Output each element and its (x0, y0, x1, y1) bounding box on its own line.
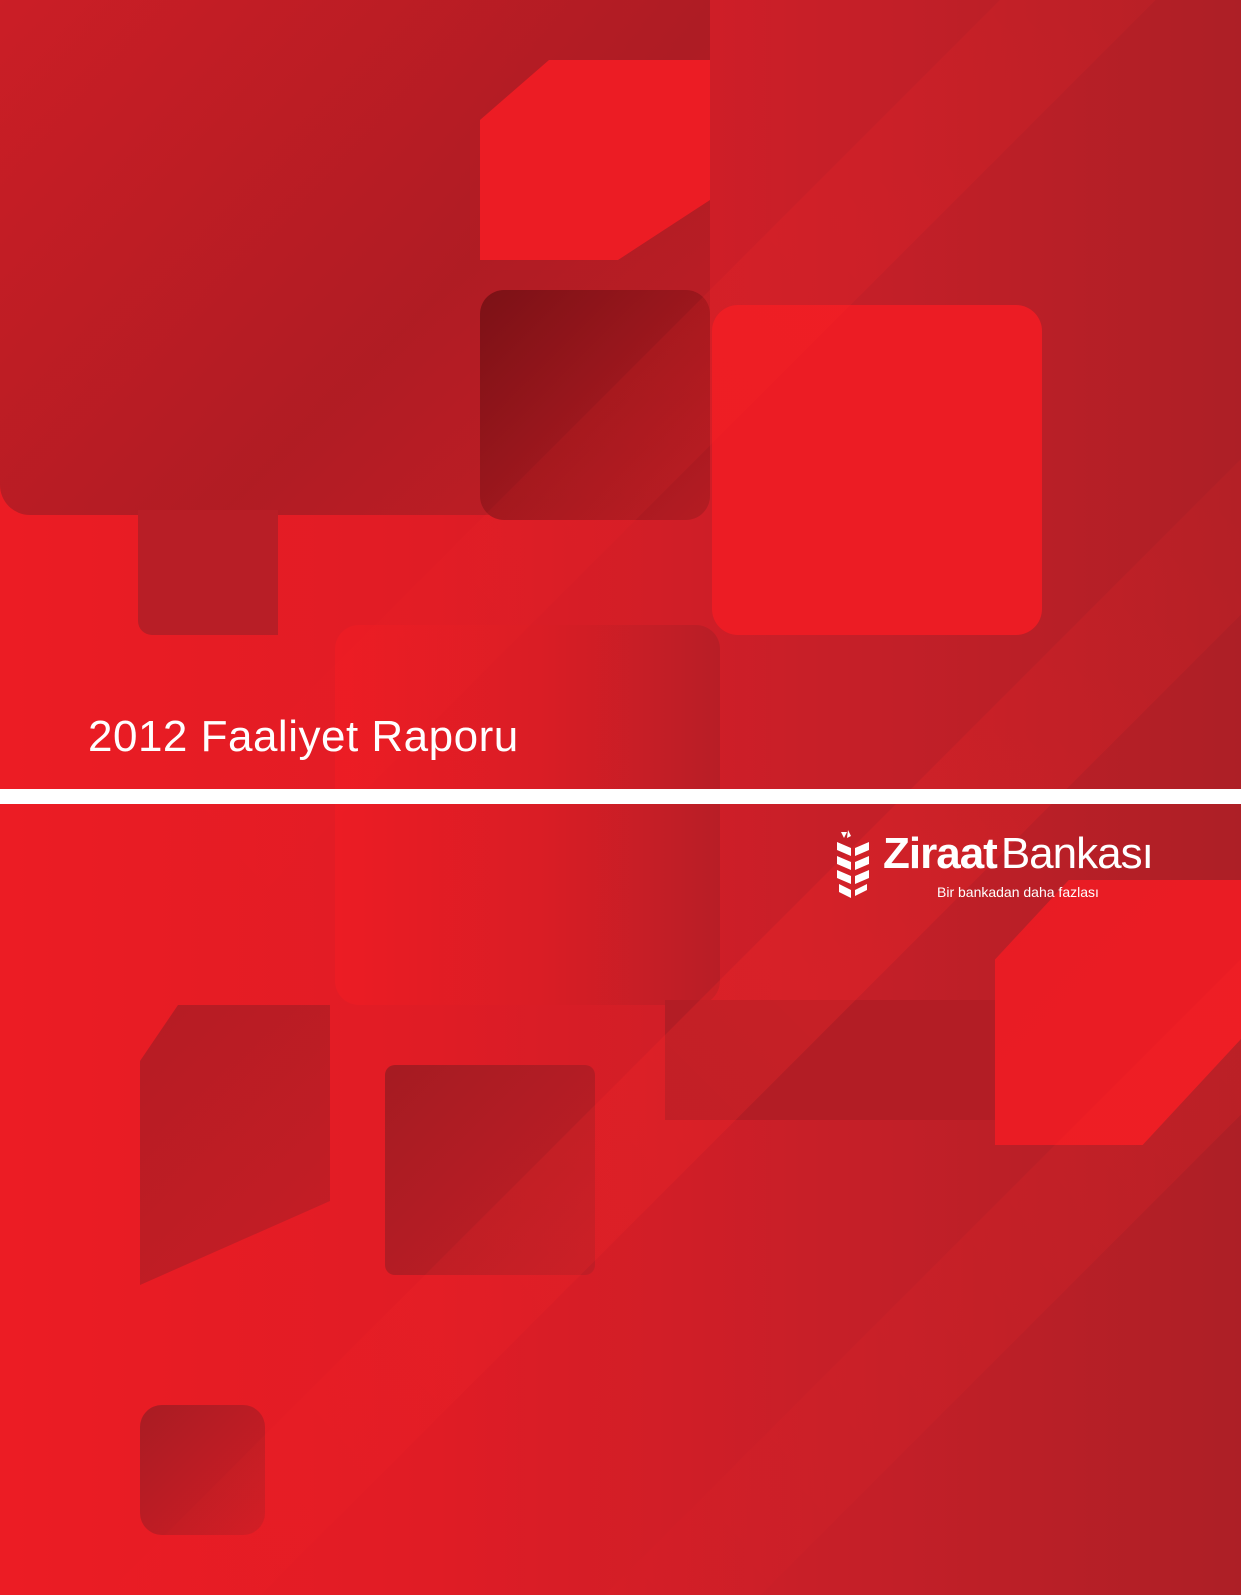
background-shape (138, 510, 278, 635)
bank-name: ZiraatBankası (883, 828, 1154, 880)
bank-name-light: Bankası (1000, 829, 1154, 878)
white-divider-band (0, 789, 1241, 804)
background-shape (140, 1405, 265, 1535)
report-title: 2012 Faaliyet Raporu (88, 712, 519, 761)
background-shape (712, 305, 1042, 635)
wheat-ear-icon (837, 830, 869, 898)
background-shape (335, 625, 720, 1005)
background-shape (140, 1005, 330, 1285)
bank-tagline: Bir bankadan daha fazlası (937, 884, 1099, 900)
background-shape (665, 1000, 995, 1120)
bank-name-bold: Ziraat (883, 829, 998, 878)
background-shape (480, 290, 710, 520)
background-shape (385, 1065, 595, 1275)
bank-logo: ZiraatBankası Bir bankadan daha fazlası (835, 828, 1165, 908)
